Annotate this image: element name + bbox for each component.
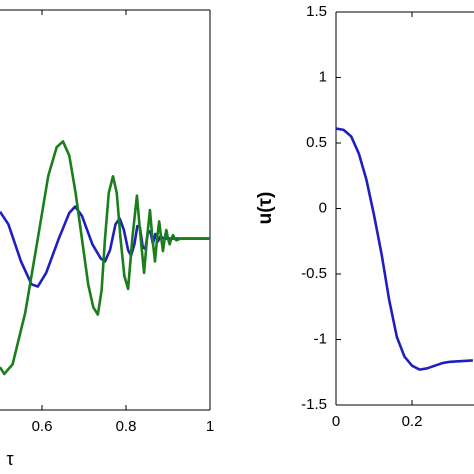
y-tick-label: -0.5 <box>301 265 327 282</box>
data-line <box>335 127 473 371</box>
x-tick-label: 0.6 <box>32 418 53 435</box>
y-axis-label: u(τ) <box>255 192 276 225</box>
x-tick-label: 0 <box>332 413 340 430</box>
y-tick-label: -1.5 <box>301 396 327 413</box>
y-tick-label: -1 <box>314 330 327 347</box>
y-tick-label: 0.5 <box>306 134 327 151</box>
data-line <box>0 140 210 376</box>
y-tick-label: 1.5 <box>306 3 327 20</box>
y-tick-label: 1 <box>319 68 327 85</box>
x-tick-label: 0.2 <box>402 413 423 430</box>
x-tick-label: 0.8 <box>116 418 137 435</box>
x-tick-label: 1 <box>206 418 214 435</box>
y-tick-label: 0 <box>319 199 327 216</box>
x-axis-label: τ <box>6 449 13 469</box>
